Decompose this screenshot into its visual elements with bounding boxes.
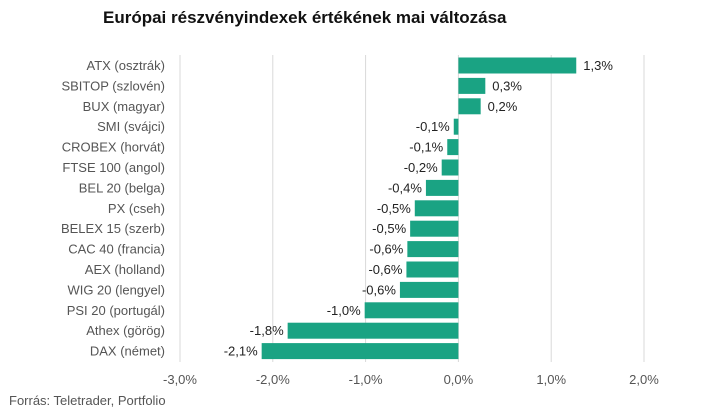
category-label: CROBEX (horvát) [62, 140, 165, 155]
bar [441, 159, 459, 176]
value-label: -0,4% [388, 180, 422, 195]
bar [458, 98, 481, 115]
category-label: WIG 20 (lengyel) [67, 282, 165, 297]
x-tick-label: -2,0% [256, 372, 290, 387]
x-tick-label: 1,0% [536, 372, 566, 387]
value-label: -1,8% [250, 323, 284, 338]
category-label: ATX (osztrák) [87, 58, 166, 73]
value-label: -0,6% [362, 282, 396, 297]
category-label: PX (cseh) [108, 201, 165, 216]
value-label: -0,1% [409, 140, 443, 155]
value-label: -0,6% [368, 262, 402, 277]
bar [458, 77, 486, 94]
category-label: PSI 20 (portugál) [67, 303, 165, 318]
x-tick-label: -1,0% [349, 372, 383, 387]
category-label: SMI (svájci) [97, 119, 165, 134]
bar [261, 343, 459, 360]
bar [406, 261, 459, 278]
bar [364, 302, 459, 319]
value-label: -1,0% [327, 303, 361, 318]
bar [414, 200, 459, 217]
value-label: 1,3% [583, 58, 613, 73]
bar [425, 179, 459, 196]
category-label: SBITOP (szlovén) [61, 78, 165, 93]
category-label: BELEX 15 (szerb) [61, 221, 165, 236]
x-tick-label: 2,0% [629, 372, 659, 387]
category-label: DAX (német) [90, 344, 165, 359]
category-label: FTSE 100 (angol) [62, 160, 165, 175]
bar [458, 57, 577, 74]
value-label: -0,5% [372, 221, 406, 236]
bar [399, 281, 459, 298]
category-label: BEL 20 (belga) [79, 180, 165, 195]
value-label: -0,6% [369, 242, 403, 257]
category-label: BUX (magyar) [83, 99, 165, 114]
chart-title: Európai részvényindexek értékének mai vá… [103, 8, 507, 27]
value-label: -2,1% [224, 344, 258, 359]
bar [410, 220, 459, 237]
bar [287, 322, 459, 339]
bar [447, 139, 459, 156]
category-label: Athex (görög) [86, 323, 165, 338]
value-label: -0,5% [377, 201, 411, 216]
x-tick-label: -3,0% [163, 372, 197, 387]
category-label: CAC 40 (francia) [68, 242, 165, 257]
value-label: -0,1% [416, 119, 450, 134]
bar [453, 118, 459, 135]
value-label: 0,2% [488, 99, 518, 114]
source-note: Forrás: Teletrader, Portfolio [9, 393, 166, 408]
category-label: AEX (holland) [85, 262, 165, 277]
x-tick-label: 0,0% [444, 372, 474, 387]
value-label: 0,3% [492, 78, 522, 93]
value-label: -0,2% [404, 160, 438, 175]
bar [407, 241, 459, 258]
